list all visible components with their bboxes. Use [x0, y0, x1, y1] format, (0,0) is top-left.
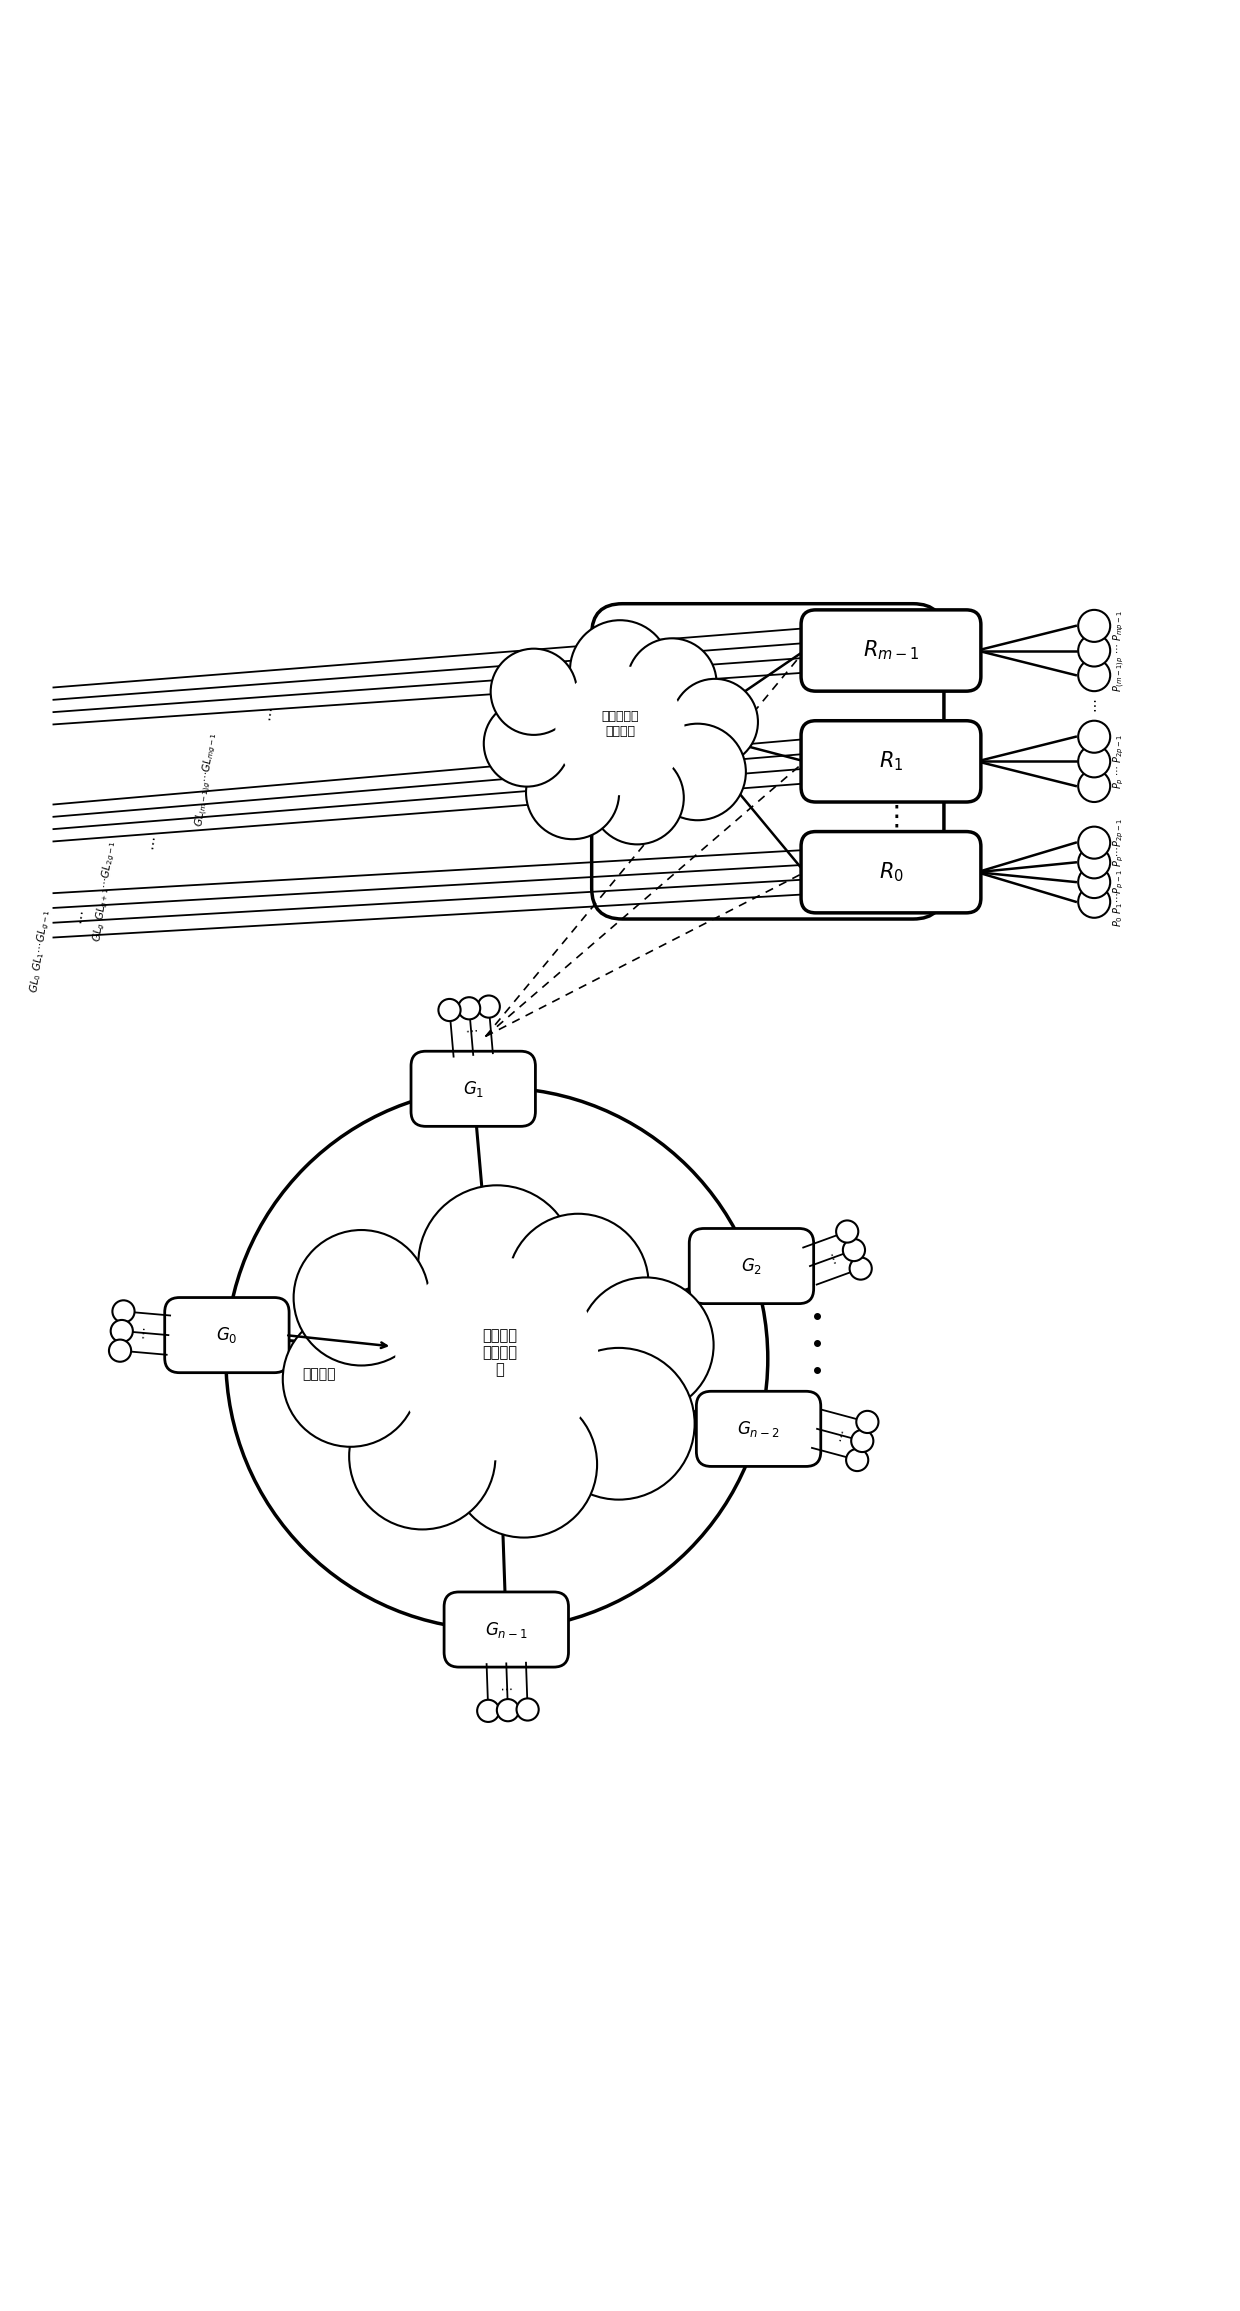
Circle shape	[113, 1301, 135, 1322]
Text: $G_2$: $G_2$	[740, 1257, 763, 1276]
Circle shape	[650, 723, 746, 820]
Text: 路由器组内
互连网络: 路由器组内 互连网络	[601, 709, 639, 740]
Circle shape	[627, 638, 717, 728]
Circle shape	[451, 1391, 598, 1537]
Circle shape	[1078, 867, 1110, 899]
Circle shape	[543, 1347, 694, 1500]
Circle shape	[1078, 885, 1110, 917]
Circle shape	[283, 1310, 418, 1447]
Circle shape	[1078, 746, 1110, 776]
Text: $R_{m-1}$: $R_{m-1}$	[863, 638, 919, 663]
Text: $\cdots$: $\cdots$	[1087, 698, 1101, 714]
Text: $G_{n-1}$: $G_{n-1}$	[485, 1620, 528, 1638]
Text: $P_0\ P_1\cdots P_{p-1}\ P_p\cdots P_{2p-1}$: $P_0\ P_1\cdots P_{p-1}\ P_p\cdots P_{2p…	[1111, 818, 1126, 927]
Circle shape	[570, 619, 670, 721]
FancyBboxPatch shape	[689, 1229, 813, 1303]
Circle shape	[491, 649, 577, 735]
Circle shape	[1078, 636, 1110, 666]
Circle shape	[672, 679, 758, 765]
FancyBboxPatch shape	[801, 610, 981, 691]
Circle shape	[1078, 721, 1110, 753]
Circle shape	[1078, 770, 1110, 802]
Text: $\vdots$: $\vdots$	[883, 802, 899, 830]
Text: $G_0$: $G_0$	[216, 1324, 238, 1345]
Circle shape	[517, 1699, 538, 1722]
Text: $GL_{(m-1)g}\cdots GL_{mg-1}$: $GL_{(m-1)g}\cdots GL_{mg-1}$	[193, 730, 222, 827]
Circle shape	[477, 996, 500, 1017]
Circle shape	[843, 1239, 866, 1262]
Circle shape	[849, 1257, 872, 1280]
Circle shape	[439, 998, 460, 1021]
Text: $\cdots$: $\cdots$	[833, 1428, 849, 1444]
Circle shape	[484, 700, 570, 786]
Circle shape	[350, 1382, 496, 1530]
Text: $P_{(m-1)p}\ \cdots\ P_{mp-1}$: $P_{(m-1)p}\ \cdots\ P_{mp-1}$	[1111, 610, 1126, 691]
Text: $G_1$: $G_1$	[463, 1079, 484, 1098]
Text: $G_{n-2}$: $G_{n-2}$	[737, 1419, 780, 1440]
Circle shape	[526, 746, 619, 839]
FancyBboxPatch shape	[444, 1592, 568, 1666]
Text: $\cdots$: $\cdots$	[262, 707, 277, 723]
Circle shape	[1078, 846, 1110, 878]
FancyBboxPatch shape	[591, 603, 944, 920]
FancyBboxPatch shape	[801, 832, 981, 913]
Text: 路由器组
间互连网
络: 路由器组 间互连网 络	[482, 1327, 517, 1377]
Text: $\cdots$: $\cdots$	[144, 837, 160, 853]
FancyBboxPatch shape	[165, 1296, 289, 1373]
Circle shape	[109, 1340, 131, 1361]
Circle shape	[556, 666, 684, 795]
Text: $R_1$: $R_1$	[879, 749, 903, 774]
Circle shape	[846, 1449, 868, 1472]
Circle shape	[418, 1186, 575, 1343]
Text: $\cdots$: $\cdots$	[73, 911, 88, 927]
FancyBboxPatch shape	[697, 1391, 821, 1467]
Circle shape	[110, 1320, 133, 1343]
Text: $GL_0\ GL_1\cdots GL_{g-1}$: $GL_0\ GL_1\cdots GL_{g-1}$	[29, 908, 55, 994]
Circle shape	[497, 1699, 520, 1722]
Text: $R_0$: $R_0$	[878, 860, 904, 885]
Text: $\cdots$: $\cdots$	[136, 1327, 151, 1340]
Text: $P_p\ \cdots\ P_{2p-1}$: $P_p\ \cdots\ P_{2p-1}$	[1111, 735, 1126, 788]
Circle shape	[396, 1257, 599, 1461]
Circle shape	[294, 1229, 429, 1366]
Text: $\cdots$: $\cdots$	[501, 1682, 513, 1694]
FancyBboxPatch shape	[410, 1052, 536, 1125]
Text: $\cdots$: $\cdots$	[464, 1024, 479, 1038]
Circle shape	[836, 1220, 858, 1243]
Text: $GL_g\ GL_{g+1}\cdots GL_{2g-1}$: $GL_g\ GL_{g+1}\cdots GL_{2g-1}$	[91, 839, 119, 943]
Circle shape	[1078, 659, 1110, 691]
Circle shape	[590, 751, 683, 844]
Circle shape	[1078, 610, 1110, 642]
Text: 全局链路: 全局链路	[303, 1368, 336, 1382]
Circle shape	[578, 1278, 713, 1412]
FancyBboxPatch shape	[801, 721, 981, 802]
Circle shape	[458, 998, 480, 1019]
Circle shape	[851, 1431, 873, 1451]
Text: $\cdots$: $\cdots$	[825, 1250, 842, 1266]
Circle shape	[507, 1213, 649, 1354]
Circle shape	[1078, 827, 1110, 860]
Circle shape	[857, 1410, 878, 1433]
Circle shape	[477, 1701, 500, 1722]
